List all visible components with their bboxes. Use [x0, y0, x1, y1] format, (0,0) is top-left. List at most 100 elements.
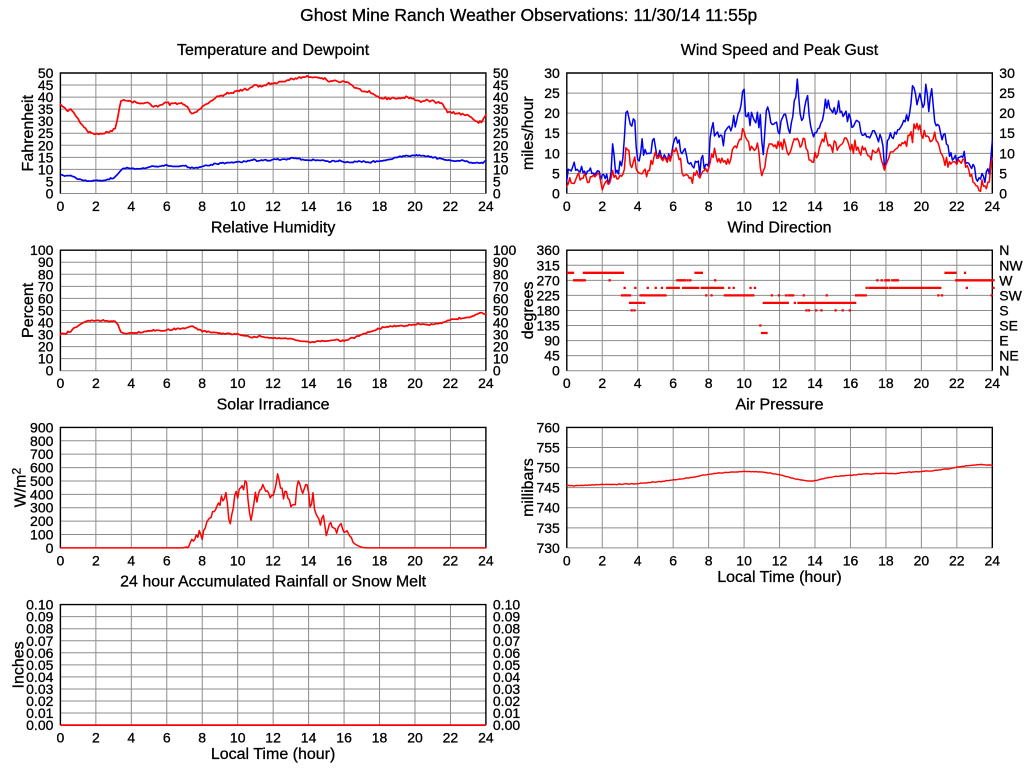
svg-text:Ghost Mine Ranch Weather Obser: Ghost Mine Ranch Weather Observations: 1… — [300, 5, 757, 25]
svg-text:35: 35 — [493, 101, 509, 117]
svg-text:0.03: 0.03 — [26, 681, 53, 697]
svg-text:8: 8 — [198, 198, 206, 214]
svg-text:50: 50 — [493, 302, 509, 318]
svg-text:50: 50 — [493, 65, 509, 81]
svg-text:0.07: 0.07 — [26, 633, 53, 649]
svg-text:50: 50 — [38, 302, 54, 318]
svg-text:8: 8 — [198, 552, 206, 568]
svg-text:W/m2: W/m2 — [9, 468, 29, 508]
svg-text:16: 16 — [336, 375, 352, 391]
svg-text:730: 730 — [536, 540, 560, 556]
svg-text:Wind Direction: Wind Direction — [727, 219, 831, 236]
svg-text:6: 6 — [163, 375, 171, 391]
svg-text:5: 5 — [552, 165, 560, 181]
svg-text:20: 20 — [914, 198, 930, 214]
svg-text:90: 90 — [493, 254, 509, 270]
svg-text:0: 0 — [552, 363, 560, 379]
svg-text:12: 12 — [265, 375, 281, 391]
svg-text:400: 400 — [30, 486, 54, 502]
svg-text:4: 4 — [127, 375, 135, 391]
svg-text:500: 500 — [30, 473, 54, 489]
svg-text:200: 200 — [30, 513, 54, 529]
svg-text:80: 80 — [38, 266, 54, 282]
svg-text:750: 750 — [536, 460, 560, 476]
svg-text:8: 8 — [705, 552, 713, 568]
svg-text:W: W — [999, 272, 1013, 288]
svg-text:15: 15 — [544, 125, 560, 141]
svg-text:24: 24 — [478, 198, 494, 214]
svg-text:20: 20 — [38, 339, 54, 355]
svg-text:745: 745 — [536, 480, 560, 496]
svg-text:20: 20 — [38, 137, 54, 153]
svg-text:0.00: 0.00 — [493, 717, 520, 733]
svg-text:80: 80 — [493, 266, 509, 282]
svg-text:300: 300 — [30, 500, 54, 516]
svg-text:18: 18 — [372, 375, 388, 391]
svg-text:22: 22 — [443, 552, 459, 568]
svg-text:22: 22 — [949, 198, 965, 214]
svg-text:10: 10 — [736, 552, 752, 568]
svg-text:8: 8 — [705, 198, 713, 214]
svg-text:16: 16 — [843, 375, 859, 391]
svg-text:100: 100 — [493, 242, 517, 258]
svg-text:2: 2 — [92, 375, 100, 391]
svg-text:90: 90 — [544, 333, 560, 349]
svg-text:22: 22 — [949, 552, 965, 568]
svg-text:NW: NW — [999, 257, 1023, 273]
svg-text:0.10: 0.10 — [26, 597, 53, 613]
svg-text:miles/hour: miles/hour — [520, 96, 537, 170]
svg-text:22: 22 — [443, 730, 459, 746]
svg-text:10: 10 — [999, 145, 1015, 161]
svg-text:0.07: 0.07 — [493, 633, 520, 649]
svg-text:Air Pressure: Air Pressure — [735, 397, 823, 414]
svg-text:12: 12 — [265, 198, 281, 214]
svg-text:20: 20 — [407, 375, 423, 391]
svg-text:20: 20 — [493, 339, 509, 355]
svg-text:Local Time (hour): Local Time (hour) — [717, 569, 842, 586]
svg-text:0.02: 0.02 — [26, 693, 53, 709]
svg-text:0: 0 — [552, 186, 560, 202]
svg-text:0.06: 0.06 — [26, 645, 53, 661]
svg-text:0: 0 — [493, 363, 501, 379]
svg-text:18: 18 — [372, 730, 388, 746]
svg-text:20: 20 — [914, 552, 930, 568]
svg-text:18: 18 — [372, 198, 388, 214]
svg-text:20: 20 — [407, 730, 423, 746]
svg-text:45: 45 — [38, 77, 54, 93]
svg-text:10: 10 — [230, 552, 246, 568]
svg-text:70: 70 — [38, 278, 54, 294]
svg-text:0: 0 — [999, 186, 1007, 202]
svg-text:24: 24 — [985, 552, 1001, 568]
svg-text:0: 0 — [46, 363, 54, 379]
svg-text:E: E — [999, 333, 1008, 349]
svg-text:60: 60 — [38, 290, 54, 306]
svg-text:18: 18 — [878, 552, 894, 568]
svg-text:15: 15 — [999, 125, 1015, 141]
svg-text:0: 0 — [57, 375, 65, 391]
svg-text:25: 25 — [38, 125, 54, 141]
svg-text:755: 755 — [536, 440, 560, 456]
svg-text:Fahrenheit: Fahrenheit — [20, 94, 37, 171]
svg-text:NE: NE — [999, 348, 1018, 364]
svg-text:5: 5 — [493, 173, 501, 189]
svg-text:14: 14 — [807, 198, 823, 214]
svg-text:15: 15 — [493, 149, 509, 165]
svg-text:25: 25 — [544, 85, 560, 101]
svg-text:225: 225 — [536, 287, 560, 303]
svg-text:20: 20 — [407, 198, 423, 214]
svg-text:SW: SW — [999, 287, 1022, 303]
svg-text:Local Time (hour): Local Time (hour) — [211, 746, 336, 763]
svg-text:16: 16 — [336, 198, 352, 214]
svg-text:70: 70 — [493, 278, 509, 294]
svg-text:10: 10 — [544, 145, 560, 161]
svg-text:16: 16 — [843, 198, 859, 214]
svg-text:40: 40 — [493, 89, 509, 105]
svg-text:45: 45 — [544, 348, 560, 364]
svg-text:Relative Humidity: Relative Humidity — [211, 219, 335, 236]
svg-text:6: 6 — [669, 552, 677, 568]
svg-text:10: 10 — [493, 161, 509, 177]
svg-text:N: N — [999, 242, 1009, 258]
svg-text:24 hour Accumulated Rainfall o: 24 hour Accumulated Rainfall or Snow Mel… — [120, 574, 426, 591]
svg-text:6: 6 — [163, 730, 171, 746]
svg-text:2: 2 — [598, 375, 606, 391]
